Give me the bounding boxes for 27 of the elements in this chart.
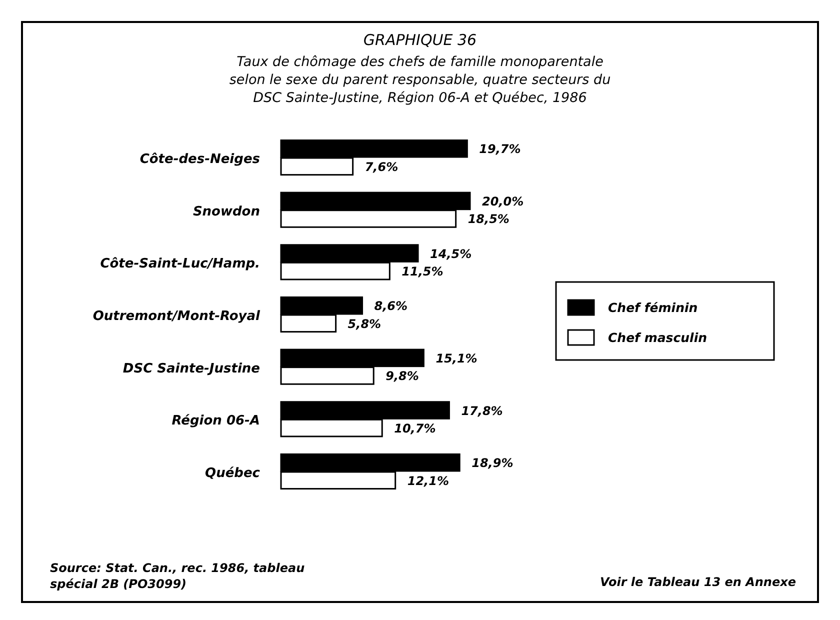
y-tick-label: Région 06-A xyxy=(172,414,260,429)
data-label: 5,8% xyxy=(348,316,382,331)
text: Voir le Tableau 13 en Annexe xyxy=(600,575,796,589)
y-tick-label: Outremont/Mont-Royal xyxy=(92,309,261,324)
data-label: 14,5% xyxy=(430,246,472,261)
data-label: 11,5% xyxy=(402,264,444,279)
data-label: 8,6% xyxy=(374,299,408,314)
legend-label: Chef masculin xyxy=(608,330,708,345)
data-label: 20,0% xyxy=(482,194,524,208)
chart-title: GRAPHIQUE 36 xyxy=(363,31,477,49)
y-tick-label: Côte-des-Neiges xyxy=(140,152,260,168)
data-label: 18,9% xyxy=(472,456,514,470)
data-label: 12,1% xyxy=(407,474,449,488)
y-tick-label: Snowdon xyxy=(192,204,260,220)
data-label: 9,8% xyxy=(386,369,419,384)
data-label: 7,6% xyxy=(364,160,398,174)
source-note: Source: Stat. Can., rec. 1986, tableau spécial 2B (PO3099) xyxy=(50,561,306,591)
y-tick-label: DSC Sainte-Justine xyxy=(122,361,260,376)
data-label: 18,5% xyxy=(468,212,510,226)
data-label: 15,1% xyxy=(436,351,478,366)
data-label: 17,8% xyxy=(461,404,503,418)
legend-label: Chef féminin xyxy=(608,300,698,315)
data-label: 19,7% xyxy=(479,142,521,156)
data-label: 10,7% xyxy=(394,422,436,436)
y-tick-label: Côte-Saint-Luc/Hamp. xyxy=(100,256,260,272)
y-tick-label: Québec xyxy=(205,466,260,481)
chart-subtitle: Taux de chômage des chefs de famille monoparentale selon le sexe du parent responsable, quatre secteurs du DSC Sainte-Justine, Région 06-A et Québec, 1986 xyxy=(229,54,611,106)
